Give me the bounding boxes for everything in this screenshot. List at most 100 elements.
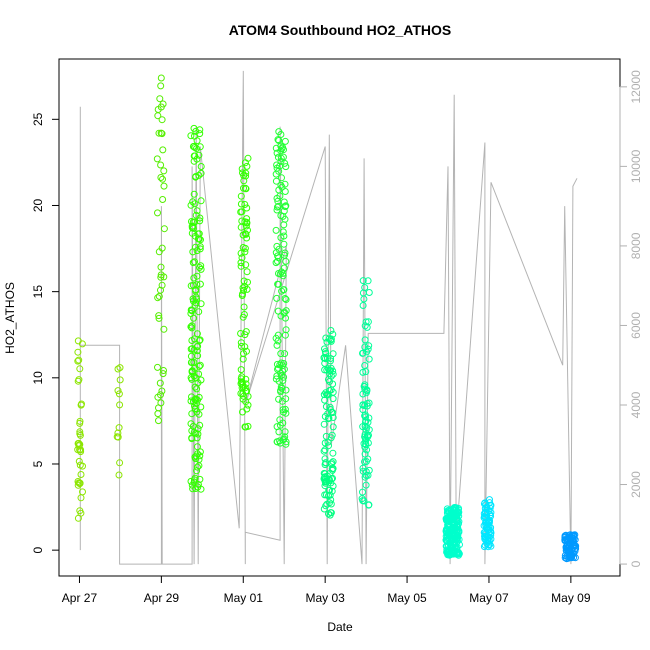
data-point (365, 342, 373, 350)
data-point (237, 262, 245, 270)
data-point (157, 286, 164, 294)
data-point (329, 350, 337, 358)
data-point (273, 149, 281, 157)
data-point (275, 377, 283, 385)
y2-axis: 0 2000 4000 6000 8000 10000 12000 (619, 70, 643, 567)
data-point (239, 381, 247, 389)
data-point (76, 428, 84, 436)
data-point (157, 391, 164, 399)
data-point (114, 387, 122, 395)
data-point (187, 201, 195, 209)
data-point (244, 401, 252, 409)
data-point (193, 330, 201, 338)
data-point (243, 204, 251, 212)
data-point (365, 289, 373, 296)
data-point (361, 343, 369, 351)
data-point (238, 292, 246, 299)
data-point (327, 357, 334, 365)
data-point (241, 423, 249, 431)
data-point (188, 307, 196, 315)
data-point (191, 200, 199, 208)
data-point (237, 192, 245, 200)
data-point (190, 372, 198, 380)
data-point (196, 280, 204, 288)
data-point (365, 399, 373, 407)
data-point (242, 184, 249, 192)
data-point (277, 131, 285, 138)
data-point (237, 249, 245, 257)
data-point (452, 536, 460, 544)
data-point (240, 350, 247, 358)
data-point (444, 550, 452, 558)
data-point (325, 442, 332, 450)
data-point (326, 491, 334, 499)
data-point (277, 383, 285, 391)
data-point (361, 412, 369, 420)
data-point (446, 538, 454, 546)
data-point (195, 410, 203, 418)
data-point (190, 190, 198, 198)
data-point (75, 457, 83, 465)
data-point (240, 184, 247, 192)
data-point (281, 350, 289, 358)
data-point (74, 348, 82, 356)
data-point (281, 137, 289, 145)
data-point (362, 481, 370, 489)
data-point (243, 268, 251, 276)
data-point (452, 550, 460, 558)
data-point (273, 294, 281, 302)
data-point (359, 349, 367, 357)
data-point (197, 169, 205, 177)
data-point (364, 439, 372, 447)
data-point (158, 387, 166, 395)
data-point (453, 516, 461, 524)
data-point (193, 272, 201, 280)
data-point (240, 303, 248, 311)
data-point (276, 439, 284, 447)
data-point (239, 284, 247, 292)
data-point (191, 396, 199, 403)
data-point (280, 198, 288, 206)
data-point (329, 423, 337, 431)
x-axis-label: Date (327, 620, 353, 634)
data-point (189, 259, 197, 267)
data-point (362, 417, 370, 425)
data-point (485, 525, 493, 533)
y2-tick-label: 8000 (629, 232, 643, 259)
data-point (362, 458, 370, 465)
data-point (237, 380, 245, 387)
data-point (329, 482, 337, 490)
data-point (442, 527, 450, 535)
data-point (280, 264, 288, 272)
data-point (322, 459, 330, 467)
data-point (187, 132, 195, 140)
data-point (75, 442, 83, 450)
data-point (272, 334, 280, 342)
data-point (241, 230, 249, 238)
data-point (155, 314, 163, 322)
data-point (240, 286, 247, 294)
data-point (282, 296, 290, 303)
data-point (158, 130, 166, 138)
data-point (74, 514, 82, 522)
data-point (325, 414, 333, 422)
data-point (272, 177, 280, 185)
data-point (329, 458, 337, 466)
data-point (275, 137, 283, 144)
data-point (188, 368, 196, 376)
data-point (272, 170, 280, 178)
data-point (282, 307, 290, 315)
data-point (237, 200, 245, 208)
data-point (196, 217, 204, 225)
data-point (192, 429, 200, 437)
data-point (188, 322, 196, 330)
data-point (77, 494, 85, 502)
data-point (195, 362, 203, 370)
data-point (273, 341, 281, 349)
data-point (237, 330, 245, 337)
data-point (327, 327, 335, 334)
data-point (189, 422, 197, 430)
data-point (196, 245, 204, 253)
data-point (237, 259, 245, 267)
